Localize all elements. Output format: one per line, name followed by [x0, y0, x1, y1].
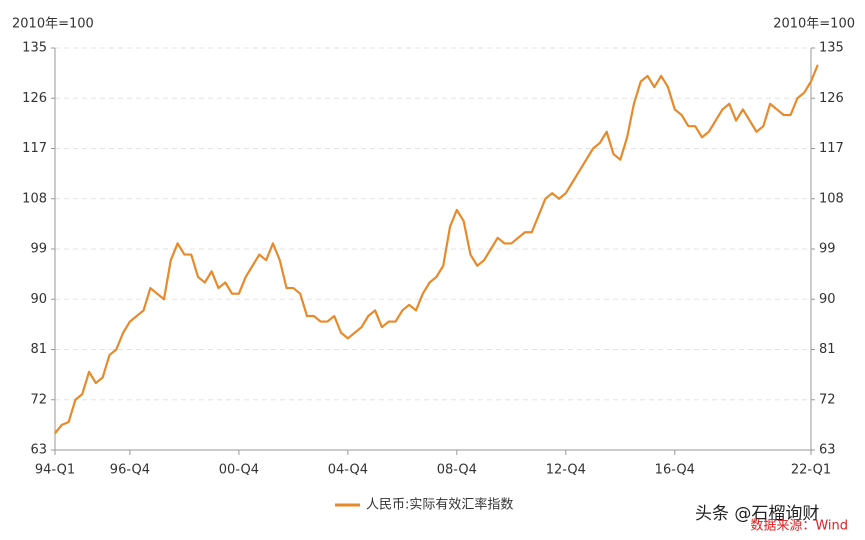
y-tick-label: 90: [30, 292, 47, 307]
legend-label: 人民币:实际有效汇率指数: [366, 497, 513, 513]
y-tick-label: 117: [22, 141, 47, 156]
y2-tick-label: 135: [819, 41, 844, 56]
y2-tick-label: 126: [819, 91, 844, 106]
y2-tick-label: 72: [819, 392, 836, 407]
x-tick-label: 08-Q4: [437, 463, 477, 478]
x-tick-label: 00-Q4: [219, 463, 259, 478]
line: [54, 64, 819, 434]
y2-axis-label: 2010年=100: [773, 17, 855, 32]
y-tick-label: 135: [22, 41, 47, 56]
y2-tick-label: 81: [819, 342, 836, 357]
y-tick-label: 99: [30, 242, 47, 257]
y-tick-label: 126: [22, 91, 47, 106]
y-tick-label: 72: [30, 392, 47, 407]
y-tick-label: 63: [30, 443, 47, 458]
x-tick-label: 16-Q4: [655, 463, 695, 478]
y2-tick-label: 63: [819, 443, 836, 458]
x-tick-label: 96-Q4: [110, 463, 150, 478]
y-axis-label: 2010年=100: [12, 17, 94, 32]
x-tick-label: 12-Q4: [546, 463, 586, 478]
source: 数据来源：Wind: [750, 519, 848, 534]
y2-tick-label: 117: [819, 141, 844, 156]
watermark: 头条 @石榴询财: [695, 504, 819, 524]
y2-tick-label: 90: [819, 292, 836, 307]
y2-tick-label: 99: [819, 242, 836, 257]
y2-tick-label: 108: [819, 191, 844, 206]
y-tick-label: 108: [22, 191, 47, 206]
x-tick-label: 22-Q1: [791, 463, 831, 478]
x-tick-label: 04-Q4: [328, 463, 368, 478]
x-tick-label: 94-Q1: [35, 463, 75, 478]
y-tick-label: 81: [30, 342, 47, 357]
